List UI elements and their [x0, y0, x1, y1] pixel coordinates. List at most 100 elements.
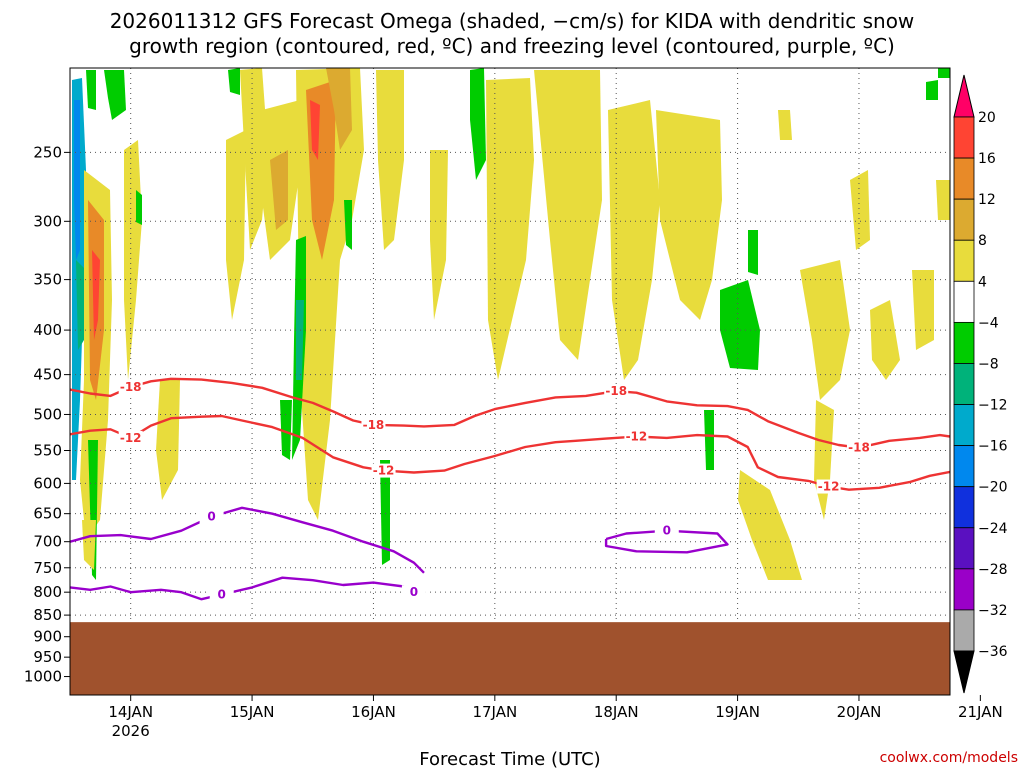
colorbar-bottom-arrow	[953, 650, 975, 694]
colorbar-swatch	[953, 239, 975, 282]
y-tick-label: 650	[33, 505, 62, 523]
omega-cell	[344, 200, 352, 250]
x-tick-label: 14JAN	[108, 703, 153, 721]
omega-cell	[82, 520, 96, 570]
chart-title-line-2: growth region (contoured, red, ºC) and f…	[129, 34, 895, 58]
omega-cell	[778, 110, 792, 140]
omega-cell	[656, 110, 722, 320]
contour-label-bg	[624, 429, 649, 444]
x-tick-label: 21JAN	[958, 703, 1003, 721]
y-tick-label: 350	[33, 271, 62, 289]
colorbar-label: 20	[978, 110, 996, 126]
colorbar-label: 4	[978, 274, 987, 290]
omega-cell	[226, 130, 246, 320]
omega-cell	[912, 270, 934, 350]
y-tick-label: 1000	[24, 668, 62, 686]
colorbar-swatch	[953, 404, 975, 447]
omega-cell	[280, 400, 292, 460]
colorbar-label: −28	[978, 562, 1008, 578]
omega-cell	[486, 78, 534, 380]
y-tick-label: 550	[33, 442, 62, 460]
omega-cell	[88, 440, 98, 580]
contour-line	[70, 377, 950, 449]
omega-cell	[704, 410, 714, 470]
contour-label-bg	[209, 587, 234, 602]
omega-cell	[136, 190, 142, 225]
colorbar-swatch	[953, 609, 975, 652]
x-tick-sublabel: 2026	[112, 722, 150, 740]
contour-label-bg	[654, 523, 679, 538]
colorbar-top-arrow	[953, 74, 975, 118]
y-tick-label: 250	[33, 143, 62, 161]
y-tick-label: 300	[33, 212, 62, 230]
contour-label-bg	[604, 384, 629, 399]
colorbar-label: 8	[978, 233, 987, 249]
contour-label: -12	[818, 480, 840, 494]
omega-cell	[104, 70, 126, 120]
contour-label: 0	[207, 510, 215, 524]
contour-label: -18	[848, 441, 870, 455]
x-tick-label: 20JAN	[837, 703, 882, 721]
colorbar-label: −8	[978, 356, 999, 372]
colorbar-label: −4	[978, 315, 999, 331]
contour-label: 0	[663, 524, 671, 538]
omega-cell	[850, 170, 870, 250]
omega-cell	[938, 68, 950, 78]
y-tick-label: 450	[33, 366, 62, 384]
y-tick-label: 800	[33, 583, 62, 601]
colorbar-label: −24	[978, 521, 1008, 537]
colorbar-swatch	[953, 116, 975, 159]
contour-label: -18	[120, 380, 142, 394]
contour-label: -12	[120, 431, 142, 445]
omega-cell	[240, 68, 268, 250]
chart-title-line-1: 2026011312 GFS Forecast Omega (shaded, −…	[110, 9, 915, 33]
contour-label-bg	[361, 417, 386, 432]
omega-cell	[376, 70, 404, 250]
omega-cell	[738, 470, 802, 580]
y-tick-label: 700	[33, 533, 62, 551]
contour-label-bg	[118, 430, 143, 445]
x-tick-label: 18JAN	[594, 703, 639, 721]
contour-label-bg	[816, 479, 841, 494]
colorbar-label: −32	[978, 603, 1008, 619]
colorbar: 20 16 12 8 4 −4 −8 −12 −16 −20 −24 −28 −32 −36	[953, 74, 1008, 694]
omega-cell	[926, 80, 938, 100]
omega-cell	[310, 100, 320, 160]
ground-surface	[70, 622, 950, 695]
x-tick-label: 15JAN	[230, 703, 275, 721]
omega-cell	[74, 100, 80, 260]
colorbar-swatch	[953, 280, 975, 323]
y-axis: 250 300 350 400 450 500 550 600 650 700 750 800 850 9…	[24, 143, 70, 686]
contour-line	[604, 529, 729, 554]
omega-shading	[72, 68, 950, 580]
x-tick-label: 17JAN	[472, 703, 517, 721]
contour-lines: -18 -18 -18 -18 -12 -12 -12 -12 0 0 0 0	[70, 377, 950, 602]
omega-cell	[156, 380, 180, 500]
x-tick-label: 19JAN	[715, 703, 760, 721]
omega-cell	[228, 68, 240, 95]
y-tick-label: 750	[33, 559, 62, 577]
colorbar-swatch	[953, 198, 975, 241]
contour-label-bg	[371, 463, 396, 478]
omega-cell	[296, 300, 304, 380]
x-axis-label: Forecast Time (UTC)	[419, 749, 600, 768]
contour-label: 0	[218, 588, 226, 602]
colorbar-label: 12	[978, 192, 996, 208]
omega-cell	[270, 150, 288, 230]
colorbar-swatch	[953, 527, 975, 570]
contour-label: -12	[373, 464, 395, 478]
omega-cell	[86, 70, 96, 110]
colorbar-swatch	[953, 445, 975, 488]
y-tick-label: 950	[33, 648, 62, 666]
colorbar-swatch	[953, 486, 975, 529]
omega-cell	[92, 250, 100, 340]
contour-label: 0	[410, 585, 418, 599]
contour-label: -18	[363, 418, 385, 432]
colorbar-label: −20	[978, 480, 1008, 496]
contour-line	[70, 506, 425, 574]
y-tick-label: 500	[33, 405, 62, 423]
colorbar-swatch	[953, 568, 975, 611]
contour-label: -12	[626, 429, 648, 443]
